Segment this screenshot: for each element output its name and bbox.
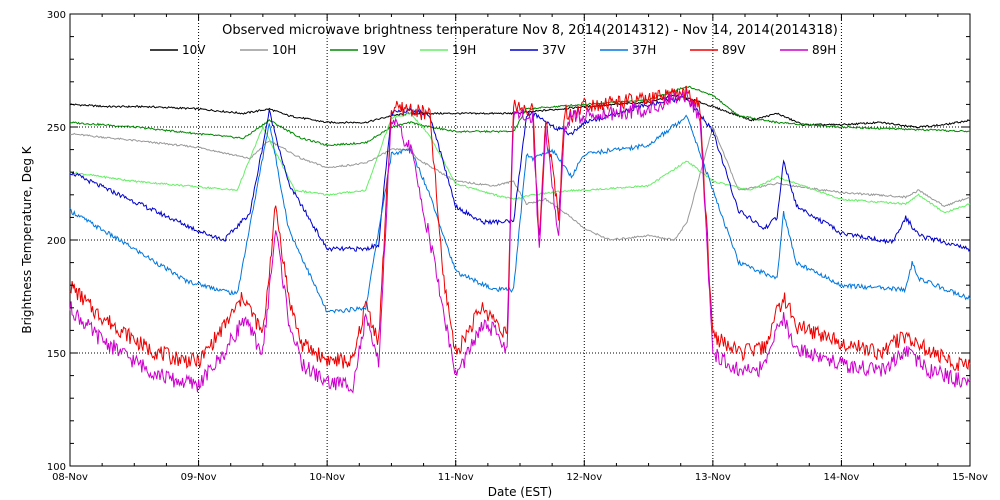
y-tick-label: 250 [47,123,66,134]
y-tick-label: 300 [47,10,66,21]
y-tick-label: 200 [47,236,66,247]
legend-label-10V: 10V [182,43,206,57]
legend: 10V 10H 19V 19H 37V 37H 89V 89H [150,43,836,57]
x-tick-label: 10-Nov [309,472,345,483]
series-lines [69,85,971,394]
legend-label-89V: 89V [722,43,746,57]
legend-label-89H: 89H [812,43,836,57]
series-line-10H [69,126,971,242]
chart-title: Observed microwave brightness temperatur… [222,23,838,38]
x-axis-label: Date (EST) [488,485,552,499]
y-tick-label: 150 [47,349,66,360]
axis-ticks: 08-Nov 09-Nov 10-Nov 11-Nov 12-Nov 13-Nov 14-N… [47,10,988,483]
series-line-10V [69,94,971,129]
series-line-89H [69,90,971,394]
legend-label-37V: 37V [542,43,566,57]
x-tick-label: 11-Nov [438,472,474,483]
x-tick-label: 09-Nov [181,472,217,483]
series-line-19H [69,112,971,214]
y-tick-label: 100 [47,462,66,473]
x-tick-label: 13-Nov [695,472,731,483]
x-tick-label: 14-Nov [823,472,859,483]
x-tick-label: 15-Nov [952,472,988,483]
legend-label-19V: 19V [362,43,386,57]
y-axis-label: Brightness Temperature, Deg K [20,145,34,333]
x-tick-label: 12-Nov [566,472,602,483]
series-line-89V [69,85,971,372]
legend-label-37H: 37H [632,43,656,57]
legend-label-19H: 19H [452,43,476,57]
x-tick-label: 08-Nov [52,472,88,483]
series-line-19V [69,85,971,147]
series-line-37H [69,114,971,314]
series-line-37V [70,95,971,253]
legend-label-10H: 10H [272,43,296,57]
